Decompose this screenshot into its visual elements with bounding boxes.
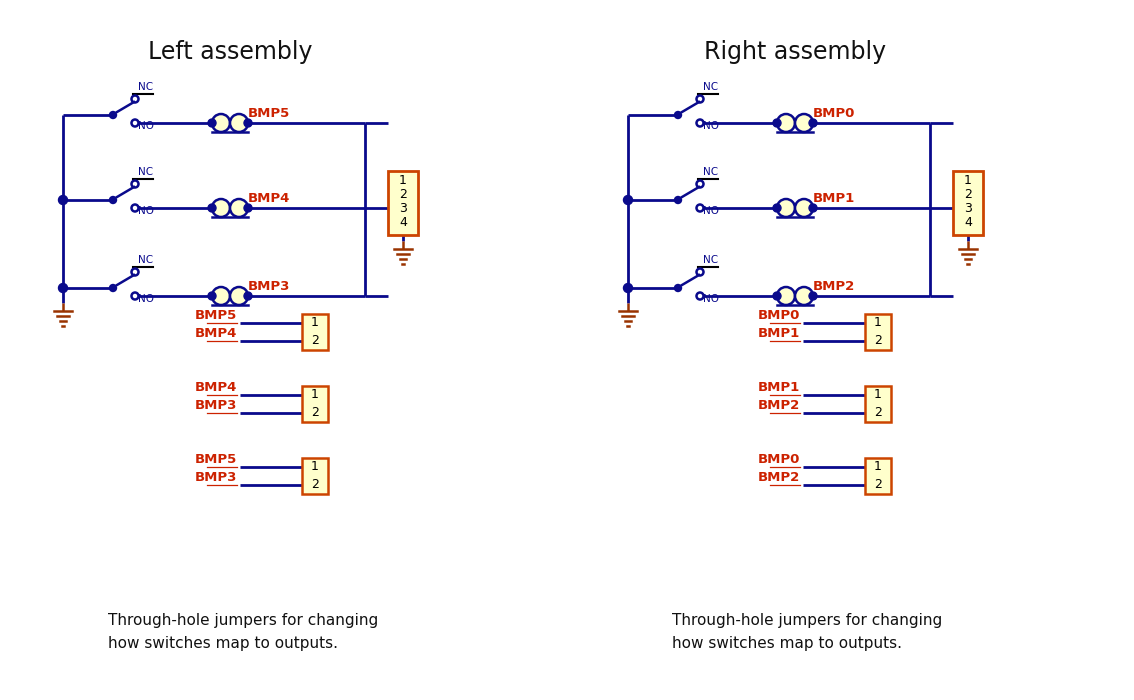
Circle shape <box>208 204 215 212</box>
Text: 2: 2 <box>964 188 972 202</box>
Text: BMP0: BMP0 <box>813 107 855 120</box>
Circle shape <box>795 199 813 217</box>
Text: BMP5: BMP5 <box>248 107 290 120</box>
Circle shape <box>809 204 816 212</box>
Circle shape <box>59 195 68 204</box>
Circle shape <box>212 199 230 217</box>
Bar <box>388 171 418 235</box>
Circle shape <box>59 284 68 293</box>
Text: 1: 1 <box>874 316 882 330</box>
Text: 2: 2 <box>874 407 882 419</box>
Text: BMP4: BMP4 <box>248 192 290 205</box>
Text: NO: NO <box>138 206 154 216</box>
Text: 3: 3 <box>964 202 972 216</box>
Text: NC: NC <box>703 255 718 265</box>
Circle shape <box>777 114 795 132</box>
Text: Right assembly: Right assembly <box>704 40 886 64</box>
Text: NC: NC <box>138 167 153 177</box>
Text: BMP3: BMP3 <box>248 280 290 293</box>
Text: NO: NO <box>703 206 719 216</box>
Text: NO: NO <box>703 121 719 131</box>
Bar <box>953 171 983 235</box>
Text: NO: NO <box>138 121 154 131</box>
Text: BMP4: BMP4 <box>195 327 237 340</box>
Circle shape <box>773 119 781 127</box>
Text: 4: 4 <box>399 216 407 230</box>
Text: 1: 1 <box>874 389 882 402</box>
Circle shape <box>773 292 781 300</box>
Text: BMP0: BMP0 <box>758 309 799 322</box>
Text: BMP2: BMP2 <box>758 471 799 484</box>
Circle shape <box>777 287 795 305</box>
Text: BMP3: BMP3 <box>195 399 237 412</box>
Text: NC: NC <box>703 167 718 177</box>
Text: BMP1: BMP1 <box>758 381 799 394</box>
Bar <box>302 458 328 494</box>
Text: Through-hole jumpers for changing
how switches map to outputs.: Through-hole jumpers for changing how sw… <box>672 612 942 651</box>
Text: 1: 1 <box>964 174 972 188</box>
Text: BMP1: BMP1 <box>758 327 799 340</box>
Text: 1: 1 <box>874 461 882 473</box>
Circle shape <box>809 119 816 127</box>
Circle shape <box>675 284 682 291</box>
Circle shape <box>110 284 117 291</box>
Circle shape <box>110 197 117 204</box>
Text: BMP2: BMP2 <box>813 280 855 293</box>
Circle shape <box>230 199 248 217</box>
Circle shape <box>675 197 682 204</box>
Text: BMP3: BMP3 <box>195 471 237 484</box>
Circle shape <box>110 111 117 118</box>
Circle shape <box>244 204 252 212</box>
Text: 1: 1 <box>311 389 319 402</box>
Text: BMP5: BMP5 <box>195 309 237 322</box>
Bar <box>302 314 328 350</box>
Text: 2: 2 <box>399 188 407 202</box>
Bar <box>865 314 891 350</box>
Text: Through-hole jumpers for changing
how switches map to outputs.: Through-hole jumpers for changing how sw… <box>108 612 379 651</box>
Text: BMP4: BMP4 <box>195 381 237 394</box>
Circle shape <box>675 111 682 118</box>
Text: 2: 2 <box>874 335 882 347</box>
Text: NC: NC <box>138 82 153 92</box>
Text: BMP0: BMP0 <box>758 453 799 466</box>
Circle shape <box>212 287 230 305</box>
Circle shape <box>809 292 816 300</box>
Circle shape <box>773 204 781 212</box>
Circle shape <box>795 114 813 132</box>
Circle shape <box>208 292 215 300</box>
Circle shape <box>795 287 813 305</box>
Circle shape <box>230 287 248 305</box>
Circle shape <box>244 119 252 127</box>
Bar <box>302 386 328 422</box>
Text: 2: 2 <box>311 335 319 347</box>
Text: NC: NC <box>138 255 153 265</box>
Text: 1: 1 <box>399 174 407 188</box>
Text: 2: 2 <box>311 479 319 491</box>
Bar <box>865 386 891 422</box>
Circle shape <box>208 119 215 127</box>
Text: NO: NO <box>703 294 719 304</box>
Text: 4: 4 <box>964 216 972 230</box>
Text: NC: NC <box>703 82 718 92</box>
Text: 1: 1 <box>311 461 319 473</box>
Circle shape <box>230 114 248 132</box>
Text: NO: NO <box>138 294 154 304</box>
Text: 1: 1 <box>311 316 319 330</box>
Text: BMP5: BMP5 <box>195 453 237 466</box>
Circle shape <box>212 114 230 132</box>
Circle shape <box>624 195 633 204</box>
Circle shape <box>777 199 795 217</box>
Text: BMP1: BMP1 <box>813 192 855 205</box>
Bar <box>865 458 891 494</box>
Text: 3: 3 <box>399 202 407 216</box>
Text: BMP2: BMP2 <box>758 399 799 412</box>
Text: 2: 2 <box>874 479 882 491</box>
Circle shape <box>244 292 252 300</box>
Text: 2: 2 <box>311 407 319 419</box>
Text: Left assembly: Left assembly <box>147 40 312 64</box>
Circle shape <box>624 284 633 293</box>
